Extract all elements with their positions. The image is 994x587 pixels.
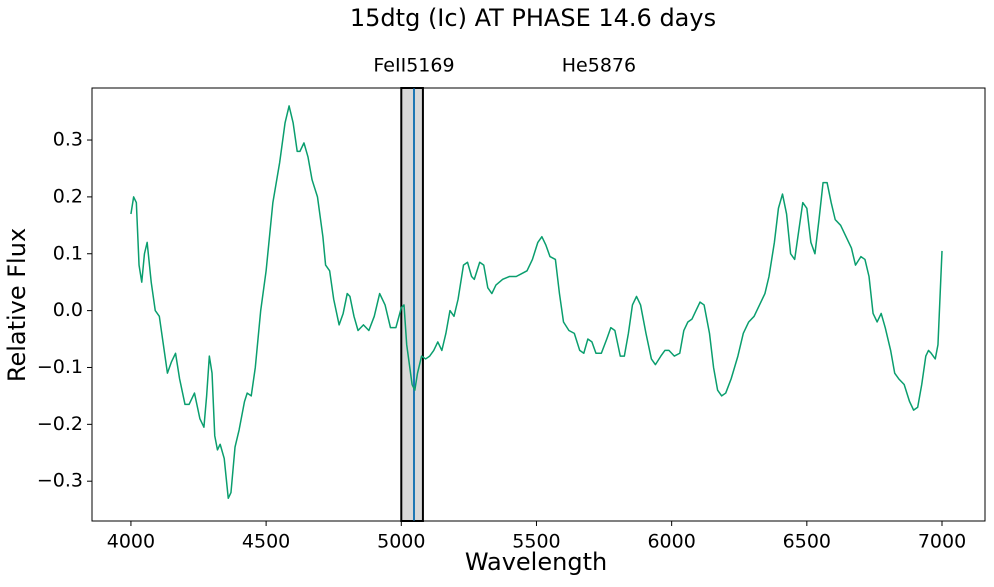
marker-label: He5876 (562, 55, 636, 77)
x-tick-label: 5500 (512, 531, 560, 553)
y-tick-label: 0.1 (53, 242, 83, 264)
x-axis-label: Wavelength (465, 548, 607, 576)
axes-frame (91, 87, 986, 522)
y-tick-label: 0.0 (53, 299, 83, 321)
y-tick-label: −0.2 (37, 413, 83, 435)
x-tick-label: 4500 (242, 531, 290, 553)
y-axis-label: Relative Flux (3, 228, 31, 382)
y-tick-label: −0.1 (37, 356, 83, 378)
chart-title: 15dtg (Ic) AT PHASE 14.6 days (350, 4, 716, 32)
x-tick-label: 5000 (377, 531, 425, 553)
y-tick-label: 0.3 (53, 129, 83, 151)
x-tick-label: 6500 (783, 531, 831, 553)
y-tick-label: 0.2 (53, 185, 83, 207)
spectrum-line (130, 105, 943, 500)
x-tick-label: 7000 (918, 531, 966, 553)
y-tick-label: −0.3 (37, 470, 83, 492)
x-tick-label: 4000 (107, 531, 155, 553)
marker-label: FeII5169 (373, 55, 454, 77)
x-tick-label: 6000 (647, 531, 695, 553)
